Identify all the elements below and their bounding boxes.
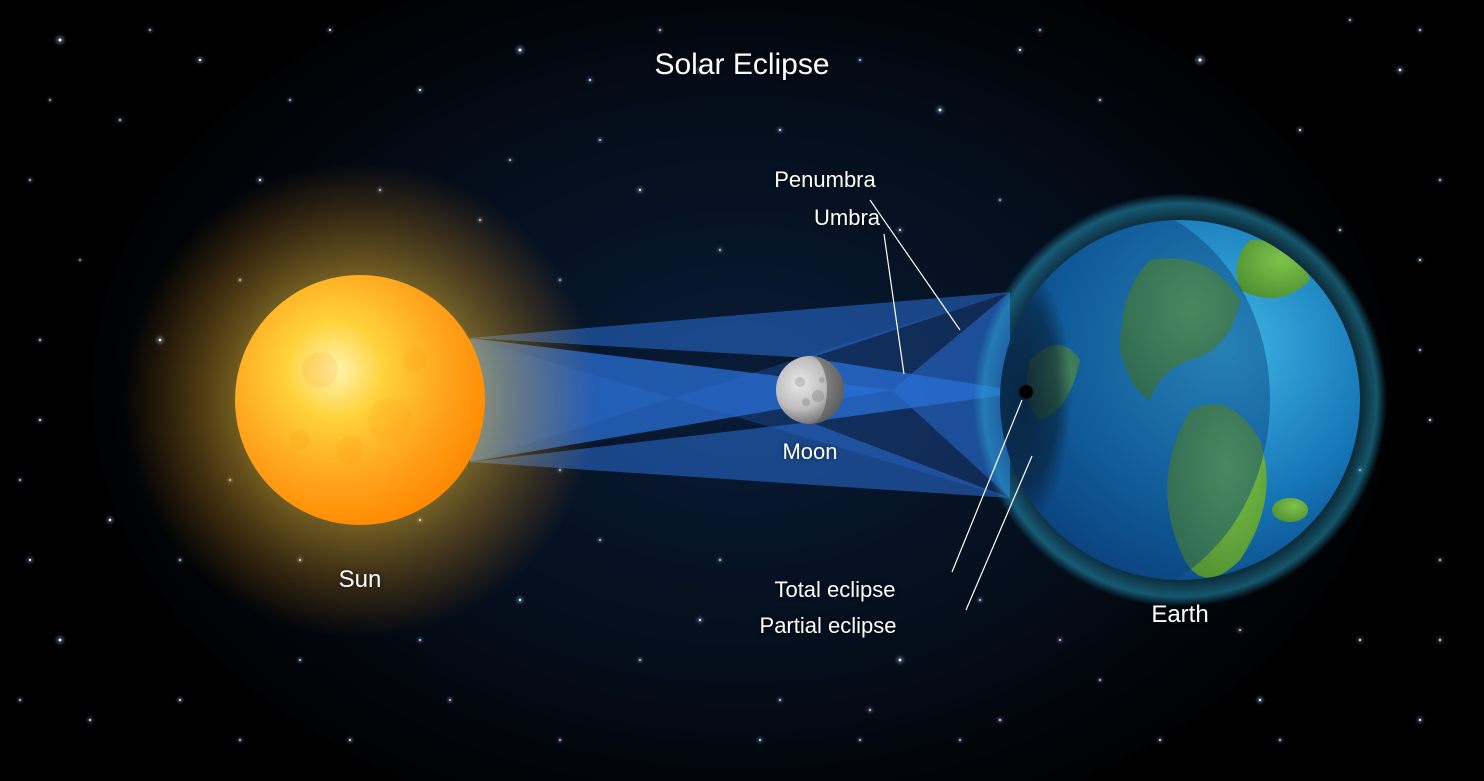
partial-eclipse-label: Partial eclipse: [760, 613, 897, 639]
diagram-title: Solar Eclipse: [0, 48, 1484, 82]
diagram-svg: [0, 0, 1484, 781]
sun-label: Sun: [339, 566, 382, 594]
moon-icon: [776, 356, 844, 424]
moon-label: Moon: [782, 439, 837, 465]
total-eclipse-label: Total eclipse: [774, 577, 895, 603]
earth-label: Earth: [1151, 601, 1208, 629]
umbra-label: Umbra: [814, 205, 880, 231]
penumbra-label: Penumbra: [774, 167, 876, 193]
umbra-dot: [1019, 385, 1033, 399]
solar-eclipse-diagram: Solar Eclipse Sun Moon Earth Penumbra Um…: [0, 0, 1484, 781]
